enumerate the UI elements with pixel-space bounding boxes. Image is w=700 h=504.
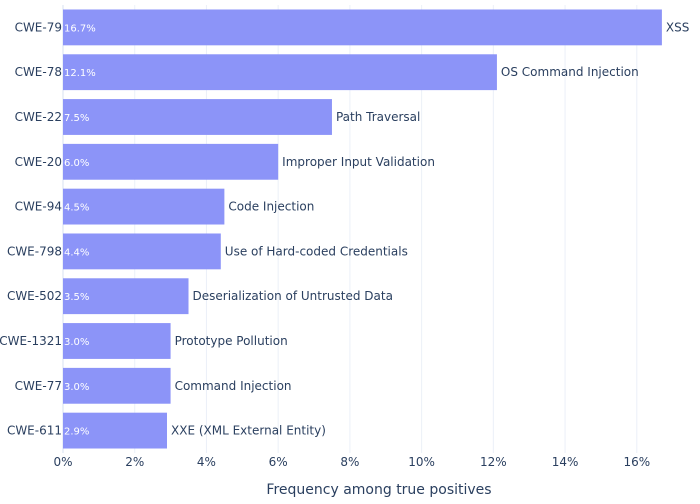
bar — [63, 143, 279, 180]
bar-value-label: 6.0% — [64, 158, 89, 169]
bar-name-label: XSS — [666, 20, 689, 34]
y-tick-label: CWE-78 — [15, 65, 62, 79]
y-tick-label: CWE-20 — [15, 155, 62, 169]
x-tick-label: 14% — [552, 455, 579, 469]
x-tick-label: 8% — [340, 455, 359, 469]
y-axis-ticks: CWE-79 CWE-78 CWE-22 CWE-20 CWE-94 CWE-798 CWE… — [0, 20, 62, 437]
bar-name-label: Improper Input Validation — [282, 155, 435, 169]
bar-name-label: OS Command Injection — [501, 65, 639, 79]
y-tick-label: CWE-798 — [7, 244, 62, 258]
bar — [63, 323, 171, 359]
bar — [63, 412, 167, 449]
y-tick-label: CWE-94 — [15, 200, 62, 214]
x-tick-label: 10% — [408, 455, 435, 469]
y-tick-label: CWE-1321 — [0, 334, 62, 348]
bar — [63, 188, 225, 225]
bar-value-label: 12.1% — [64, 68, 96, 79]
bar — [63, 367, 171, 404]
bar — [63, 54, 497, 91]
y-tick-label: CWE-77 — [15, 379, 62, 393]
bar-name-label: Command Injection — [175, 379, 292, 393]
bar-value-label: 2.9% — [64, 427, 89, 438]
bar-name-label: Path Traversal — [336, 110, 420, 124]
bar-name-label: Prototype Pollution — [175, 334, 288, 348]
y-tick-label: CWE-79 — [15, 20, 62, 34]
bars: 16.7% XSS 12.1% OS Command Injection 7.5% Pat… — [63, 9, 689, 449]
x-axis-ticks: 0% 2% 4% 6% 8% 10% 12% 14% 16% — [53, 455, 650, 469]
y-tick-label: CWE-611 — [7, 424, 62, 438]
bar-value-label: 7.5% — [64, 113, 89, 124]
bar-value-label: 16.7% — [64, 23, 96, 34]
bar — [63, 9, 662, 46]
bar-value-label: 4.5% — [64, 203, 89, 214]
bar-name-label: Code Injection — [228, 200, 314, 214]
bar-name-label: Deserialization of Untrusted Data — [193, 289, 393, 303]
bar-value-label: 4.4% — [64, 247, 89, 258]
x-tick-label: 0% — [53, 455, 72, 469]
bar-value-label: 3.5% — [64, 292, 89, 303]
bar-value-label: 3.0% — [64, 382, 89, 393]
bar — [63, 278, 189, 315]
x-tick-label: 16% — [623, 455, 650, 469]
y-tick-label: CWE-502 — [7, 289, 62, 303]
x-tick-label: 6% — [269, 455, 288, 469]
bar — [63, 233, 221, 270]
bar — [63, 99, 332, 135]
bar-name-label: XXE (XML External Entity) — [171, 424, 326, 438]
bar-value-label: 3.0% — [64, 337, 89, 348]
x-axis-title: Frequency among true positives — [266, 482, 491, 498]
bar-name-label: Use of Hard-coded Credentials — [225, 244, 408, 258]
y-tick-label: CWE-22 — [15, 110, 62, 124]
x-tick-label: 12% — [480, 455, 507, 469]
x-tick-label: 4% — [197, 455, 216, 469]
x-tick-label: 2% — [125, 455, 144, 469]
